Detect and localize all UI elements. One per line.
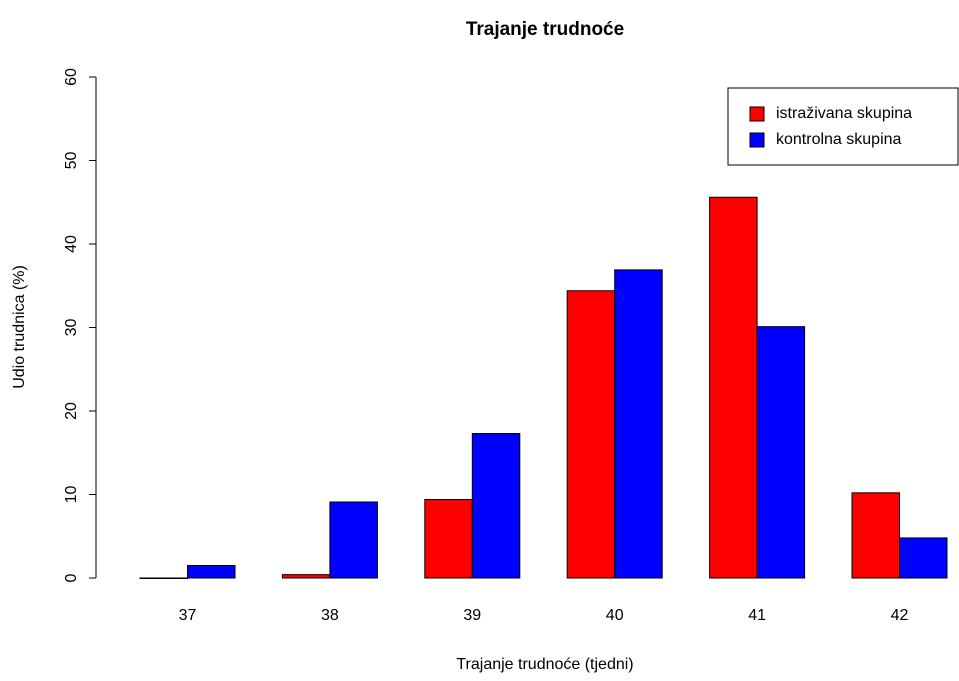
bar — [566, 290, 616, 579]
bar — [709, 196, 758, 579]
x-tick-label: 41 — [748, 607, 766, 624]
bar — [471, 433, 521, 579]
legend-label: istraživana skupina — [776, 105, 912, 122]
x-tick-label: 40 — [606, 607, 624, 624]
legend-label: kontrolna skupina — [776, 131, 902, 148]
y-tick-label: 0 — [63, 573, 80, 582]
chart-title: Trajanje trudnoće — [466, 19, 624, 40]
bar — [187, 564, 236, 579]
bar — [899, 537, 948, 579]
x-tick-label: 39 — [463, 607, 481, 624]
legend-swatch — [749, 132, 765, 148]
bar — [329, 501, 378, 579]
bar — [756, 326, 806, 579]
y-tick-label: 40 — [63, 235, 80, 253]
y-tick-label: 50 — [63, 152, 80, 170]
y-tick-label: 10 — [63, 486, 80, 504]
y-tick-label: 30 — [63, 319, 80, 337]
bar — [139, 577, 188, 579]
bar — [281, 574, 331, 579]
x-tick-label: 37 — [179, 607, 197, 624]
x-tick-label: 42 — [891, 607, 909, 624]
bar — [851, 492, 900, 579]
bar — [424, 499, 473, 579]
legend-box — [727, 87, 959, 166]
y-axis-label: Udio trudnica (%) — [11, 265, 28, 389]
x-axis-label: Trajanje trudnoće (tjedni) — [456, 656, 633, 673]
y-tick-label: 60 — [63, 68, 80, 86]
x-tick-label: 38 — [321, 607, 339, 624]
bar — [614, 269, 663, 579]
y-tick-label: 20 — [63, 402, 80, 420]
legend-swatch — [749, 106, 765, 122]
